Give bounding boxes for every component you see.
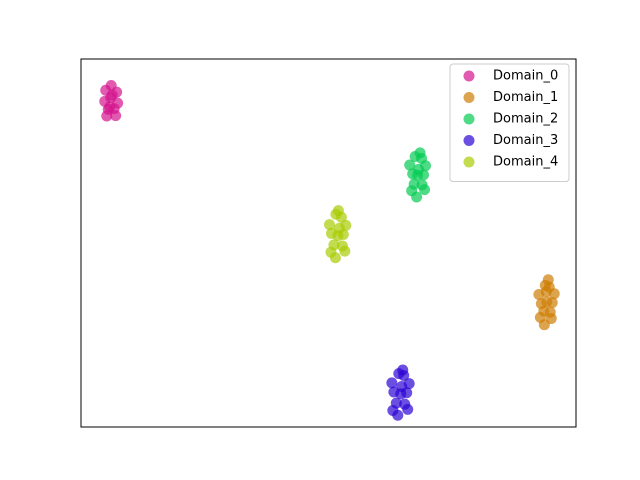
legend-marker [463, 135, 475, 146]
point [333, 222, 345, 234]
point [402, 403, 414, 415]
legend-marker [463, 156, 475, 168]
legend-marker [463, 70, 475, 82]
point [386, 377, 398, 389]
point [396, 381, 408, 393]
legend-label: Domain_4 [493, 155, 558, 170]
point [105, 79, 117, 91]
legend-marker [463, 113, 475, 125]
legend: Domain_0 Domain_1 Domain_2 Domain_3 Domain_4 [449, 63, 570, 182]
point [101, 110, 113, 122]
legend-label: Domain_2 [493, 112, 558, 127]
point [110, 110, 122, 122]
point [106, 89, 118, 101]
legend-label: Domain_3 [493, 133, 558, 148]
axes-frame [80, 58, 577, 428]
legend-box [449, 63, 570, 182]
plot-area [99, 79, 560, 421]
point [540, 286, 552, 298]
legend-marker [463, 92, 475, 103]
point [329, 252, 341, 264]
point [104, 101, 116, 113]
point [323, 219, 335, 231]
point [541, 296, 553, 308]
point [538, 319, 550, 331]
point [404, 159, 416, 171]
point [332, 205, 344, 217]
legend-label: Domain_1 [493, 90, 558, 105]
point [413, 163, 425, 175]
point [397, 364, 409, 376]
point [419, 184, 431, 196]
point [414, 147, 426, 159]
point [392, 409, 404, 421]
legend-label: Domain_0 [493, 69, 558, 84]
point [339, 245, 351, 257]
point [542, 274, 554, 286]
point [411, 191, 423, 203]
